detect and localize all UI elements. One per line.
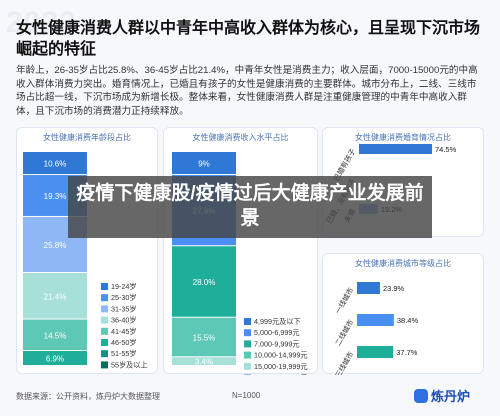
income-stacked-chart: 9%27.9%28.0%15.5%3.4%4,999元及以下5,000-6,99… <box>172 152 308 375</box>
income-legend-label: 15,000-19,999元 <box>254 362 308 371</box>
income-legend-label: 5,000-6,999元 <box>254 328 300 337</box>
age-legend-label: 36-40岁 <box>111 316 137 325</box>
income-legend-label: 20,000-24,999元 <box>254 373 308 375</box>
city-category-label: 二线城市 <box>333 318 355 347</box>
income-segment <box>172 317 236 357</box>
city-category-label: 三线城市 <box>333 350 355 375</box>
age-legend-label: 31-35岁 <box>111 304 137 313</box>
age-legend-swatch <box>101 361 108 369</box>
brand-logo-text: 炼丹炉 <box>431 389 471 404</box>
age-stacked-chart: 10.6% 19.3% 25.8% 21.4% 14.5% 6.9% 19-24岁 25-30… <box>23 152 148 369</box>
page-description: 年龄上，26-35岁占比25.8%、36-45岁占比21.4%，中青年女性是消费… <box>16 65 478 117</box>
city-bar <box>357 314 394 326</box>
marital-bar <box>359 144 433 154</box>
age-segment-label: 10.6% <box>44 160 67 169</box>
income-legend-swatch <box>244 329 251 337</box>
income-chart-title: 女性健康消费收入水平占比 <box>192 133 289 142</box>
income-segment-label: 9% <box>198 159 210 168</box>
income-segment-label: 15.5% <box>193 334 216 343</box>
income-legend-swatch <box>244 374 251 375</box>
city-bar <box>357 346 394 358</box>
watermark-text: 2023 <box>6 6 77 39</box>
income-chart-panel: 女性健康消费收入水平占比 9%27.9%28.0%15.5%3.4%4,999元… <box>163 127 318 375</box>
age-segment <box>23 319 87 351</box>
income-segment <box>172 246 236 317</box>
age-legend-swatch <box>101 350 108 358</box>
age-legend-swatch <box>101 283 108 290</box>
age-legend-swatch <box>101 305 108 313</box>
age-segment <box>23 351 87 365</box>
brand-logo-icon <box>414 388 428 403</box>
city-value-label: 38.4% <box>397 316 419 325</box>
age-legend-label: 46-50岁 <box>111 338 137 347</box>
city-bar <box>357 282 380 294</box>
income-legend-swatch <box>244 351 251 359</box>
age-chart-title: 女性健康消费年龄段占比 <box>43 133 131 142</box>
age-segment-label: 25.8% <box>44 241 67 250</box>
income-segment <box>172 357 236 365</box>
page-title: 女性健康消费人群以中青年中高收入群体为核心，且呈现下沉市场崛起的特征 <box>16 20 481 58</box>
footer-sample-size: N=1000 <box>232 391 261 400</box>
age-segment <box>23 152 87 175</box>
age-segment <box>23 273 87 319</box>
age-legend-label: 51-55岁 <box>111 349 137 358</box>
income-legend-swatch <box>244 340 251 348</box>
overlay-banner: 疫情下健康股/疫情过后大健康产业发展前景 <box>68 176 432 238</box>
footer-source: 数据来源：公开资料，炼丹炉大数据整理 <box>16 392 160 401</box>
marital-value-label: 74.5% <box>435 145 457 154</box>
income-legend-swatch <box>244 362 251 370</box>
banner-text: 疫情下健康股/疫情过后大健康产业发展前景 <box>76 183 424 229</box>
income-legend-label: 10,000-14,999元 <box>254 351 308 360</box>
age-chart-panel: 女性健康消费年龄段占比 10.6% 19.3% 25.8% 21.4% 14.5% 6.9… <box>16 127 158 374</box>
age-segment-label: 14.5% <box>44 331 67 340</box>
city-category-label: 一线城市 <box>333 286 355 315</box>
city-value-label: 23.9% <box>383 284 405 293</box>
city-chart-panel: 女性健康消费城市等级占比 一线城市 23.9% 二线城市 38.4% 三线城市 37.7% <box>322 253 484 375</box>
income-legend-swatch <box>244 318 251 325</box>
age-legend-label: 55岁及以上 <box>111 360 148 369</box>
age-segment-label: 6.9% <box>46 355 64 364</box>
age-segment-label: 21.4% <box>44 292 67 301</box>
income-legend-label: 7,000-9,999元 <box>254 339 300 348</box>
age-legend-swatch <box>101 294 108 302</box>
marital-chart-title: 女性健康消费婚育情况占比 <box>355 133 451 142</box>
income-segment <box>172 152 236 174</box>
income-segment-label: 3.4% <box>195 358 213 367</box>
income-legend-label: 4,999元及以下 <box>254 317 301 326</box>
city-bar-chart: 一线城市 23.9% 二线城市 38.4% 三线城市 37.7% <box>333 282 419 375</box>
city-value-label: 37.7% <box>396 348 418 357</box>
age-legend-label: 41-45岁 <box>111 327 137 336</box>
age-legend-label: 19-24岁 <box>111 282 137 291</box>
city-chart-title: 女性健康消费城市等级占比 <box>355 259 451 268</box>
age-legend-swatch <box>101 316 108 324</box>
income-segment-label: 28.0% <box>193 278 216 287</box>
age-legend-swatch <box>101 327 108 335</box>
age-legend-swatch <box>101 339 108 346</box>
age-segment-label: 19.3% <box>44 192 67 201</box>
brand-logo: 炼丹炉 <box>414 386 470 405</box>
age-legend-label: 25-30岁 <box>111 293 137 302</box>
